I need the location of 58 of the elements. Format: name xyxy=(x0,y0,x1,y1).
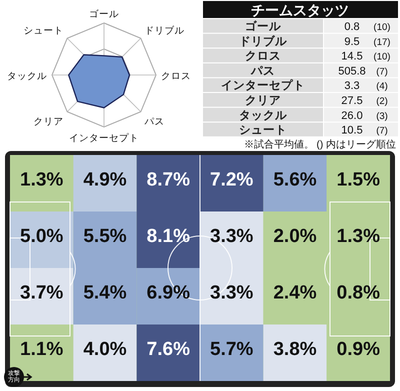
text: チームスタッツ xyxy=(251,2,349,18)
category-label: ドリブル xyxy=(239,34,288,48)
data-label: 3.7% xyxy=(20,282,64,304)
data-label: 2.0% xyxy=(273,226,317,248)
data-label: 5.4% xyxy=(83,282,127,304)
data-label: 1.3% xyxy=(20,170,64,191)
data-label: 14.5 xyxy=(341,50,363,63)
data-label: 7.2% xyxy=(210,170,254,191)
data-label: 3.3 xyxy=(344,80,360,92)
data-label: 10.5 xyxy=(341,124,363,137)
spoke-label: ドリブル xyxy=(144,24,184,37)
data-label: 9.5 xyxy=(344,36,360,48)
data-label: 505.8 xyxy=(338,65,366,78)
spoke-label: シュート xyxy=(24,26,64,37)
data-label: 1.3% xyxy=(336,226,380,248)
data-label: (17) xyxy=(374,36,390,48)
spoke-label: クロス xyxy=(161,71,191,82)
text: ※試合平均値。 () 内はリーグ順位 xyxy=(244,138,396,150)
data-label: 2.4% xyxy=(273,282,317,304)
data-label: 5.0% xyxy=(20,226,64,248)
data-label: (7) xyxy=(376,126,388,137)
category-label: ゴール xyxy=(245,20,282,33)
category-label: シュート xyxy=(239,124,287,137)
spoke-label: ゴール xyxy=(89,8,119,20)
data-label: 4.0% xyxy=(83,339,127,360)
data-label: 0.8% xyxy=(336,282,380,304)
data-label: 3.3% xyxy=(210,282,254,304)
data-label: 27.5 xyxy=(341,95,363,107)
spoke-label: タックル xyxy=(7,71,47,82)
data-label: (4) xyxy=(376,81,388,92)
category-label: クロス xyxy=(245,50,281,63)
data-label: 6.9% xyxy=(146,282,190,304)
data-label: 26.0 xyxy=(341,110,363,122)
data-label: 5.5% xyxy=(83,226,127,248)
data-label: (2) xyxy=(376,96,388,107)
data-label: 5.6% xyxy=(273,170,317,191)
data-label: 0.9% xyxy=(336,339,380,360)
spoke-label: パス xyxy=(143,116,164,128)
data-label: (10) xyxy=(374,52,390,63)
category-label: クリア xyxy=(245,94,281,107)
data-label: (3) xyxy=(376,110,388,122)
spoke-label: インターセプト xyxy=(69,132,139,144)
data-label: 8.1% xyxy=(146,226,190,248)
data-label: 1.5% xyxy=(336,170,380,191)
data-label: 3.3% xyxy=(210,226,254,248)
data-label: 1.1% xyxy=(20,339,64,360)
data-label: 7.6% xyxy=(146,339,190,360)
data-label: 3.8% xyxy=(273,339,317,360)
data-label: 5.7% xyxy=(210,339,254,360)
category-label: パス xyxy=(250,65,275,78)
data-label: 8.7% xyxy=(146,170,190,191)
data-label: (7) xyxy=(376,66,388,78)
data-label: (10) xyxy=(374,22,390,33)
data-label: 0.8 xyxy=(344,21,360,33)
category-label: インターセプト xyxy=(221,78,305,92)
spoke-label: クリア xyxy=(34,116,64,128)
data-label: 4.9% xyxy=(83,170,127,191)
category-label: タックル xyxy=(239,108,288,122)
